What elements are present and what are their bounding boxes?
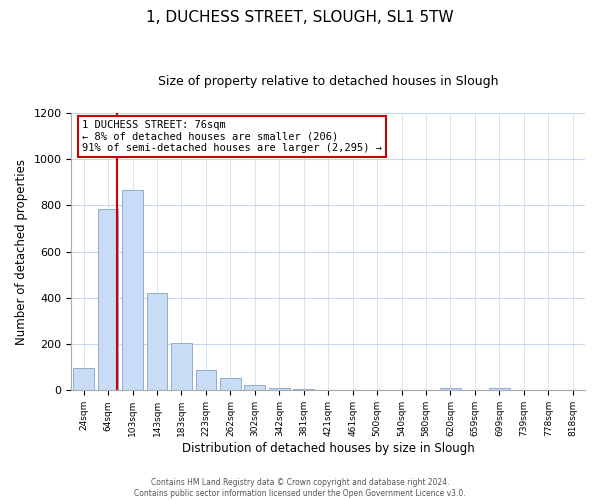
Title: Size of property relative to detached houses in Slough: Size of property relative to detached ho… (158, 75, 499, 88)
Text: Contains HM Land Registry data © Crown copyright and database right 2024.
Contai: Contains HM Land Registry data © Crown c… (134, 478, 466, 498)
Y-axis label: Number of detached properties: Number of detached properties (15, 158, 28, 344)
Text: 1, DUCHESS STREET, SLOUGH, SL1 5TW: 1, DUCHESS STREET, SLOUGH, SL1 5TW (146, 10, 454, 25)
Bar (489, 388, 510, 390)
Bar (98, 209, 118, 390)
Bar (196, 370, 217, 390)
Bar (122, 190, 143, 390)
Bar (244, 384, 265, 390)
Bar (220, 378, 241, 390)
Bar (146, 293, 167, 390)
Bar (73, 368, 94, 390)
Bar (171, 343, 192, 390)
Text: 1 DUCHESS STREET: 76sqm
← 8% of detached houses are smaller (206)
91% of semi-de: 1 DUCHESS STREET: 76sqm ← 8% of detached… (82, 120, 382, 153)
Bar (269, 388, 290, 390)
Bar (440, 388, 461, 390)
X-axis label: Distribution of detached houses by size in Slough: Distribution of detached houses by size … (182, 442, 475, 455)
